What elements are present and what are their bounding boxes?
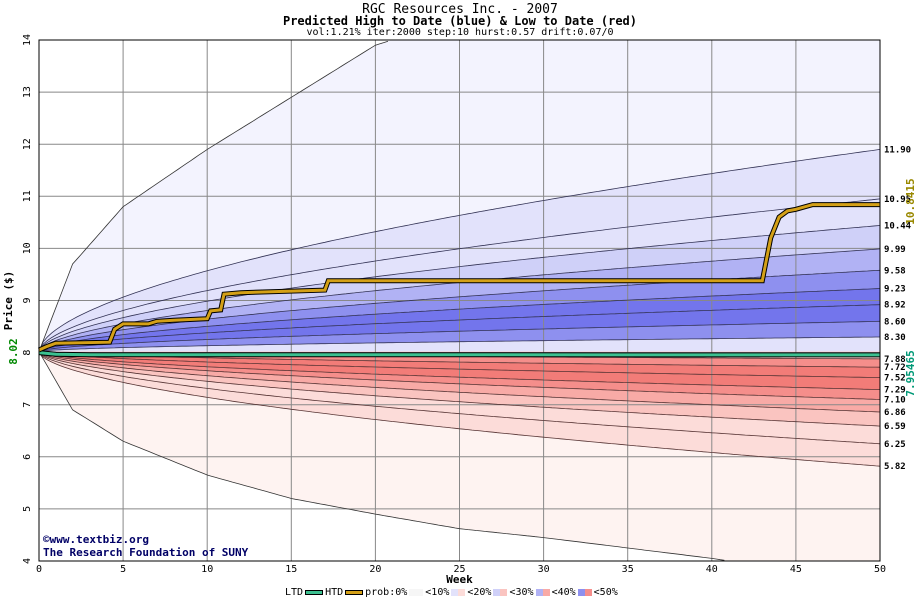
legend-htd-swatch [345, 590, 364, 595]
legend-band-swatch-1 [451, 589, 466, 596]
chart-subtitle: Predicted High to Date (blue) & Low to D… [282, 14, 637, 28]
legend-band-label-3: <40% [551, 587, 576, 598]
low-quantile-label-3: 7.29 [884, 386, 906, 396]
y-tick-label-8: 8 [22, 350, 33, 356]
y-tick-label-5: 5 [22, 506, 33, 512]
high-quantile-label-6: 8.92 [884, 301, 906, 311]
low-quantile-label-6: 6.59 [884, 422, 906, 432]
low-quantile-line-3 [38, 351, 881, 390]
low-quantile-label-7: 6.25 [884, 440, 906, 450]
low-quantile-line-1 [38, 351, 881, 368]
credit-website: ©www.textbiz.org [43, 533, 248, 546]
legend-band-swatch-2 [493, 589, 508, 596]
low-quantile-label-4: 7.10 [884, 395, 906, 405]
x-tick-label-5: 5 [120, 564, 126, 575]
observed-series [37, 202, 881, 358]
x-tick-label-50: 50 [874, 564, 886, 575]
credit-website-text: www.textbiz.org [49, 533, 149, 546]
high-quantile-line-6 [38, 304, 881, 352]
low-quantile-label-8: 5.82 [884, 462, 906, 472]
x-tick-label-15: 15 [285, 564, 297, 575]
high-quantile-line-1 [38, 198, 881, 352]
high-quantile-label-8: 8.30 [884, 333, 906, 343]
y-tick-label-12: 12 [22, 138, 33, 150]
y-tick-label-10: 10 [22, 242, 33, 254]
high-outer-line [38, 40, 389, 352]
low-quantile-line-8 [38, 351, 881, 467]
high-quantile-label-2: 10.44 [884, 221, 912, 231]
x-tick-label-30: 30 [538, 564, 550, 575]
high-quantile-line-5 [38, 288, 881, 352]
y-axis-label: Price ($) [2, 271, 15, 331]
ltd-line [38, 351, 881, 357]
x-tick-label-10: 10 [201, 564, 213, 575]
legend-band-swatch-4 [577, 589, 592, 596]
low-outer-line [38, 351, 725, 561]
y-tick-label-9: 9 [22, 297, 33, 303]
x-tick-label-35: 35 [622, 564, 634, 575]
legend-prob-label: prob:0% [365, 587, 408, 598]
legend-band-label-4: <50% [593, 587, 618, 598]
high-quantile-label-4: 9.58 [884, 266, 906, 276]
y-tick-label-6: 6 [22, 454, 33, 460]
y-tick-label-7: 7 [22, 402, 33, 408]
x-tick-label-0: 0 [36, 564, 42, 575]
y-tick-label-14: 14 [22, 34, 33, 46]
y-tick-label-11: 11 [22, 190, 33, 202]
chart-parameters: vol:1.21% iter:2000 step:10 hurst:0.57 d… [306, 27, 614, 38]
htd-line [38, 203, 880, 352]
legend-ltd-label: LTD [285, 587, 304, 598]
low-quantile-label-1: 7.72 [884, 363, 906, 373]
low-quantile-line-4 [38, 351, 881, 400]
chart-title: RGC Resources Inc. - 2007 [362, 2, 558, 17]
high-quantile-line-2 [38, 225, 881, 352]
quantile-lines [38, 40, 881, 561]
legend-band-swatch-3 [535, 589, 550, 596]
ltd-value-label: 7.95465 [904, 350, 917, 396]
low-quantile-label-5: 6.86 [884, 408, 906, 418]
high-quantile-line-8 [38, 336, 880, 352]
low-quantile-label-0: 7.88 [884, 355, 906, 365]
legend-htd-label: HTD [325, 587, 344, 598]
legend-band-swatch-0 [409, 589, 424, 596]
y-tick-label-13: 13 [22, 86, 33, 98]
plot-frame [38, 39, 881, 562]
low-quantile-line-2 [38, 351, 881, 378]
high-quantile-line-0 [38, 149, 881, 352]
low-quantile-line-5 [38, 351, 881, 413]
x-tick-label-45: 45 [790, 564, 802, 575]
high-quantile-label-3: 9.99 [884, 245, 906, 255]
low-quantile-label-2: 7.52 [884, 374, 906, 384]
high-quantile-label-5: 9.23 [884, 285, 906, 295]
credit-organization: The Research Foundation of SUNY [43, 546, 249, 559]
x-tick-label-40: 40 [706, 564, 718, 575]
start-price-label: 8.02 [7, 338, 20, 365]
copyright-icon: © [43, 533, 50, 546]
legend-ltd-swatch [305, 590, 324, 595]
axis-labels: 0 5 10 15 20 25 30 35 40 45 504567891011121314Week… [2, 34, 917, 586]
x-tick-label-25: 25 [453, 564, 465, 575]
credit-block: ©www.textbiz.org The Research Foundation… [43, 533, 248, 559]
x-axis-label: Week [446, 573, 473, 586]
high-quantile-label-1: 10.95 [884, 195, 911, 205]
legend-band-label-0: <10% [425, 587, 450, 598]
low-quantile-line-7 [38, 351, 881, 445]
low-quantile-line-6 [38, 351, 881, 427]
high-quantile-label-0: 11.90 [884, 145, 911, 155]
legend-band-label-2: <30% [509, 587, 534, 598]
y-tick-label-4: 4 [22, 558, 33, 564]
x-tick-label-20: 20 [369, 564, 381, 575]
high-quantile-label-7: 8.60 [884, 317, 906, 327]
legend: LTD HTD prob:0% <10% <20% <30% <40% <50% [285, 587, 618, 598]
htd-value-label: 10.8415 [904, 178, 917, 224]
legend-band-label-1: <20% [467, 587, 492, 598]
high-quantile-line-7 [38, 320, 881, 352]
